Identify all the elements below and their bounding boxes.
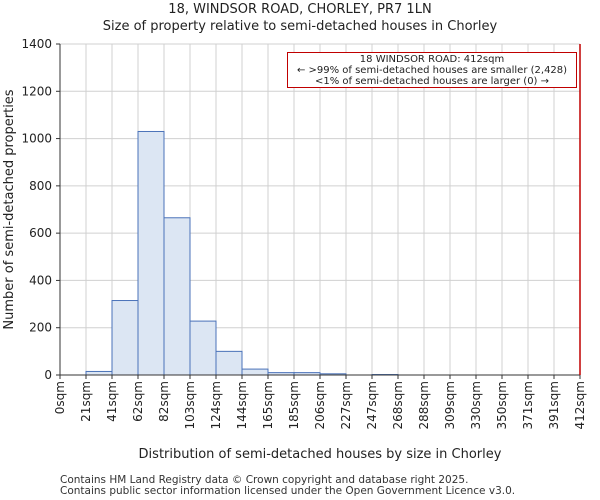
x-tick-label: 330sqm (469, 381, 483, 429)
chart-subtitle: Size of property relative to semi-detach… (102, 19, 498, 34)
x-tick-label: 124sqm (209, 381, 223, 429)
x-tick-label: 309sqm (443, 381, 457, 429)
x-tick-label: 412sqm (573, 381, 587, 429)
y-tick-label: 1000 (21, 132, 52, 146)
x-tick-label: 371sqm (521, 381, 535, 429)
x-tick-label: 41sqm (105, 381, 119, 422)
x-tick-label: 82sqm (157, 381, 171, 422)
x-tick-label: 227sqm (339, 381, 353, 429)
x-tick-label: 62sqm (131, 381, 145, 422)
x-tick-labels: 0sqm 21sqm 41sqm 62sqm 82sqm 103sqm 124sqm 144s… (53, 375, 587, 429)
y-tick-label: 1200 (21, 84, 52, 98)
histogram-bar (163, 217, 191, 376)
histogram-bar (215, 350, 243, 376)
histogram-bar (111, 300, 139, 376)
footer-line-1: Contains HM Land Registry data © Crown c… (60, 474, 469, 486)
y-tick-label: 0 (44, 368, 52, 382)
x-tick-label: 103sqm (183, 381, 197, 429)
x-tick-label: 350sqm (495, 381, 509, 429)
annotation-line-2: ← >99% of semi-detached houses are small… (296, 65, 568, 76)
x-tick-label: 288sqm (417, 381, 431, 429)
annotation-line-1: 18 WINDSOR ROAD: 412sqm (359, 54, 505, 65)
histogram-bar (85, 370, 113, 376)
x-tick-label: 206sqm (313, 381, 327, 429)
y-tick-label: 1400 (21, 37, 52, 51)
x-tick-label: 0sqm (53, 381, 67, 414)
x-axis-label: Distribution of semi-detached houses by … (139, 447, 502, 462)
x-tick-label: 391sqm (547, 381, 561, 429)
y-tick-labels: 0 200 400 600 800 1000 1200 1400 (21, 37, 60, 382)
y-tick-label: 200 (29, 321, 52, 335)
y-tick-label: 800 (29, 179, 52, 193)
x-tick-label: 21sqm (79, 381, 93, 422)
x-tick-label: 268sqm (391, 381, 405, 429)
histogram-bar (137, 130, 165, 376)
x-tick-label: 144sqm (235, 381, 249, 429)
footer-line-2: Contains public sector information licen… (60, 485, 516, 497)
histogram-bar (189, 320, 217, 376)
x-tick-label: 185sqm (287, 381, 301, 429)
y-axis-label: Number of semi-detached properties (2, 89, 17, 329)
annotation-box: 18 WINDSOR ROAD: 412sqm ← >99% of semi-d… (287, 52, 577, 88)
chart-title: 18, WINDSOR ROAD, CHORLEY, PR7 1LN (168, 2, 432, 17)
bars (85, 130, 399, 376)
y-tick-label: 400 (29, 273, 52, 287)
x-tick-label: 247sqm (365, 381, 379, 429)
x-tick-label: 165sqm (261, 381, 275, 429)
annotation-line-3: <1% of semi-detached houses are larger (… (314, 76, 550, 87)
histogram-bar (241, 368, 269, 376)
y-tick-label: 600 (29, 226, 52, 240)
